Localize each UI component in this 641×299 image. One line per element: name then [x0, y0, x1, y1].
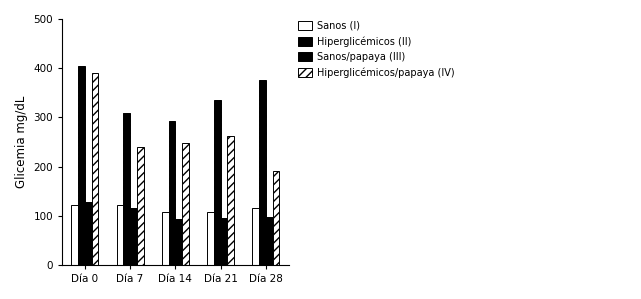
Bar [137, 147, 144, 265]
Bar [162, 212, 169, 265]
Legend: Sanos (I), Hiperglicémicos (II), Sanos/papaya (III), Hiperglicémicos/papaya (IV): Sanos (I), Hiperglicémicos (II), Sanos/p… [296, 19, 456, 80]
Bar [259, 80, 266, 265]
Bar [71, 205, 78, 265]
Bar [123, 113, 130, 265]
Bar [266, 217, 272, 265]
Bar [182, 143, 189, 265]
Bar [253, 208, 259, 265]
Bar [228, 136, 234, 265]
Bar [176, 219, 182, 265]
Y-axis label: Glicemia mg/dL: Glicemia mg/dL [15, 96, 28, 188]
Bar [207, 212, 214, 265]
Bar [169, 121, 176, 265]
Bar [78, 66, 85, 265]
Bar [272, 170, 279, 265]
Bar [221, 218, 228, 265]
Bar [130, 208, 137, 265]
Bar [92, 73, 99, 265]
Bar [214, 100, 221, 265]
Bar [117, 205, 123, 265]
Bar [85, 202, 92, 265]
